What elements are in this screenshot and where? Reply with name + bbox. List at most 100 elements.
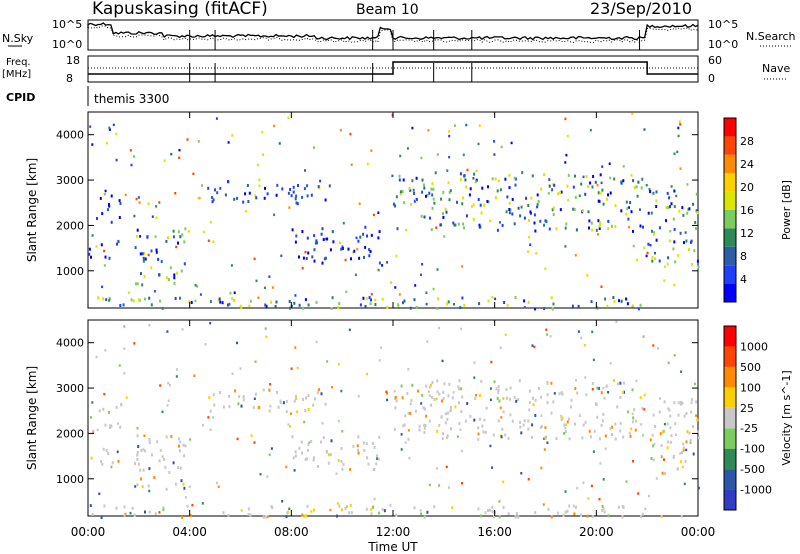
data-cell <box>459 306 462 310</box>
data-cell <box>168 470 171 474</box>
data-cell <box>529 243 532 246</box>
data-cell <box>483 418 486 422</box>
data-cell <box>395 254 398 258</box>
data-cell <box>632 304 635 308</box>
data-cell <box>567 173 570 177</box>
data-cell <box>676 150 679 154</box>
data-cell <box>686 183 689 186</box>
data-cell <box>666 191 669 195</box>
data-cell <box>335 472 338 475</box>
data-cell <box>275 193 278 197</box>
data-cell <box>385 390 388 394</box>
data-cell <box>423 515 426 519</box>
data-cell <box>233 291 236 294</box>
data-cell <box>139 468 142 472</box>
data-cell <box>293 301 296 305</box>
colorbar-segment <box>724 366 736 388</box>
data-cell <box>602 478 605 481</box>
data-cell <box>590 300 593 304</box>
data-cell <box>527 419 530 423</box>
data-cell <box>240 306 243 310</box>
data-cell <box>505 210 508 214</box>
data-cell <box>461 265 464 268</box>
data-cell <box>449 409 452 413</box>
data-cell <box>670 434 673 438</box>
data-cell <box>423 407 426 411</box>
data-cell <box>193 374 196 377</box>
data-cell <box>428 483 431 487</box>
data-cell <box>552 213 555 217</box>
data-cell <box>371 441 374 445</box>
data-cell <box>481 186 484 190</box>
data-cell <box>564 226 567 230</box>
data-cell <box>398 178 401 182</box>
data-cell <box>490 360 493 364</box>
data-cell <box>186 504 189 508</box>
data-cell <box>675 433 677 436</box>
data-cell <box>314 397 316 401</box>
data-cell <box>91 429 94 433</box>
data-cell <box>491 296 494 299</box>
data-cell <box>154 512 157 516</box>
data-cell <box>173 276 176 280</box>
data-cell <box>319 179 322 183</box>
data-cell <box>357 395 360 398</box>
data-cell <box>585 175 588 179</box>
data-cell <box>236 341 238 345</box>
data-cell <box>515 512 518 515</box>
data-cell <box>591 382 594 386</box>
data-cell <box>301 267 304 270</box>
data-cell <box>307 394 310 397</box>
data-cell <box>229 291 232 295</box>
data-cell <box>293 399 296 403</box>
data-cell <box>593 429 596 433</box>
data-cell <box>560 414 563 418</box>
data-cell <box>380 346 383 349</box>
data-cell <box>196 285 199 288</box>
data-cell <box>344 258 347 262</box>
data-cell <box>448 486 450 489</box>
data-cell <box>321 227 324 231</box>
panel-frame <box>87 111 699 309</box>
data-cell <box>166 404 169 407</box>
data-cell <box>249 299 252 303</box>
data-cell <box>582 481 585 484</box>
data-cell <box>353 249 356 253</box>
data-cell <box>440 415 443 419</box>
data-cell <box>136 434 139 438</box>
data-cell <box>179 235 182 239</box>
data-cell <box>457 385 460 389</box>
data-cell <box>364 225 367 229</box>
data-cell <box>443 382 446 386</box>
data-cell <box>544 219 547 223</box>
data-cell <box>528 408 531 412</box>
data-cell <box>667 361 670 365</box>
data-cell <box>489 398 492 402</box>
data-cell <box>622 505 625 509</box>
data-cell <box>497 388 500 392</box>
data-cell <box>484 430 487 434</box>
data-cell <box>321 261 324 265</box>
data-cell <box>198 196 201 200</box>
data-cell <box>249 513 252 517</box>
data-cell <box>442 212 444 216</box>
data-cell <box>446 434 449 438</box>
data-cell <box>483 203 486 207</box>
freq-panel <box>87 55 699 83</box>
data-cell <box>161 306 164 310</box>
data-cell <box>493 515 495 519</box>
colorbar-segment <box>724 283 736 302</box>
data-cell <box>90 456 93 460</box>
y-axis-label: Slant Range [km] <box>25 158 39 262</box>
data-cell <box>370 298 372 302</box>
data-cell <box>103 392 106 396</box>
data-cell <box>271 286 274 289</box>
data-cell <box>148 441 151 445</box>
data-cell <box>141 485 144 489</box>
data-cell <box>504 433 507 437</box>
data-cell <box>667 256 670 260</box>
x-tick-label: 00:00 <box>71 525 106 539</box>
data-cell <box>441 437 444 441</box>
data-cell <box>219 186 222 190</box>
data-cell <box>356 444 359 448</box>
